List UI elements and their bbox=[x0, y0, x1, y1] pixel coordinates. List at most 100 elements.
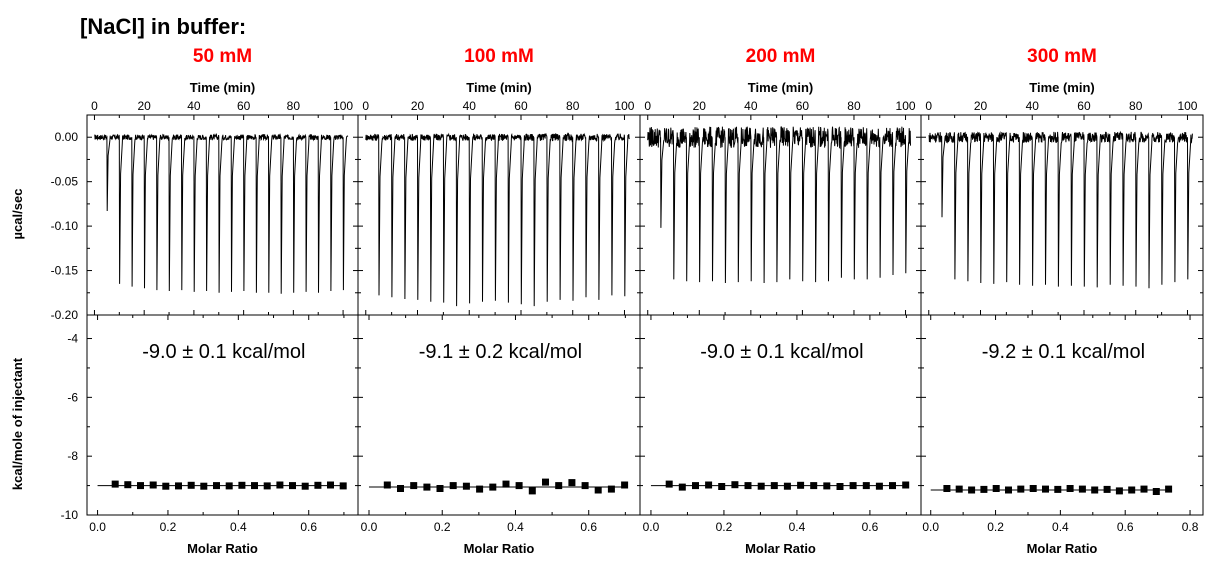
heat-rate-tick-label: -0.05 bbox=[51, 175, 79, 189]
molar-ratio-tick-label: 0.6 bbox=[300, 520, 317, 534]
enthalpy-tick-label: -4 bbox=[67, 332, 78, 346]
data-point bbox=[594, 486, 602, 494]
data-point bbox=[980, 485, 988, 493]
data-point bbox=[621, 481, 629, 489]
molar-ratio-tick-label: 0.2 bbox=[716, 520, 733, 534]
data-point bbox=[1078, 485, 1086, 493]
data-point bbox=[410, 482, 418, 490]
data-point bbox=[692, 482, 699, 490]
data-point bbox=[289, 482, 296, 490]
time-tick-label: 40 bbox=[1026, 99, 1040, 113]
molar-ratio-tick-label: 0.8 bbox=[1182, 520, 1199, 534]
molar-ratio-axis-label: Molar Ratio bbox=[1027, 541, 1098, 556]
data-point bbox=[327, 481, 334, 489]
time-tick-label: 40 bbox=[744, 99, 758, 113]
data-point bbox=[797, 481, 805, 489]
data-point bbox=[162, 482, 170, 490]
data-point bbox=[568, 479, 576, 487]
data-point bbox=[1103, 485, 1111, 493]
molar-ratio-axis-label: Molar Ratio bbox=[187, 541, 258, 556]
data-point bbox=[1152, 488, 1160, 495]
data-point bbox=[397, 485, 404, 492]
data-point bbox=[875, 482, 883, 490]
data-point bbox=[849, 482, 857, 490]
thermogram-frame bbox=[86, 114, 359, 316]
figure-title: [NaCl] in buffer: bbox=[80, 14, 246, 39]
data-point bbox=[1042, 485, 1049, 493]
molar-ratio-tick-label: 0.0 bbox=[89, 520, 106, 534]
molar-ratio-tick-label: 0.6 bbox=[862, 520, 879, 534]
data-point bbox=[1005, 486, 1012, 494]
data-point bbox=[149, 481, 157, 489]
data-point bbox=[1029, 485, 1037, 492]
molar-ratio-tick-label: 0.2 bbox=[987, 520, 1004, 534]
data-point bbox=[542, 478, 549, 486]
time-tick-label: 100 bbox=[333, 99, 353, 113]
bottom-y-axis-label: kcal/mole of injectant bbox=[10, 357, 25, 490]
data-point bbox=[555, 482, 563, 490]
thermogram-trace bbox=[94, 132, 349, 294]
thermogram-trace bbox=[365, 132, 630, 307]
data-point bbox=[783, 482, 791, 490]
data-point bbox=[665, 480, 673, 488]
data-point bbox=[581, 482, 589, 490]
data-point bbox=[678, 483, 686, 491]
molar-ratio-tick-label: 0.2 bbox=[434, 520, 451, 534]
time-tick-label: 40 bbox=[463, 99, 477, 113]
integrated-heats-frame bbox=[920, 314, 1204, 516]
heat-rate-tick-label: -0.15 bbox=[51, 264, 79, 278]
data-point bbox=[238, 481, 246, 489]
time-tick-label: 60 bbox=[796, 99, 810, 113]
panel-column-2: 100 mM Time (min) 0 20 40 60 80 100 0.0 0.2 0.4 0.6… bbox=[357, 46, 641, 556]
molar-ratio-tick-label: 0.6 bbox=[1117, 520, 1134, 534]
time-tick-label: 80 bbox=[1129, 99, 1143, 113]
data-point bbox=[436, 485, 444, 492]
data-point bbox=[423, 483, 431, 491]
molar-ratio-tick-label: 0.4 bbox=[1052, 520, 1069, 534]
data-point bbox=[810, 482, 818, 490]
data-point bbox=[902, 481, 910, 489]
data-point bbox=[1017, 485, 1025, 493]
data-point bbox=[836, 483, 844, 490]
molar-ratio-axis-label: Molar Ratio bbox=[745, 541, 816, 556]
time-tick-label: 100 bbox=[1177, 99, 1197, 113]
data-point bbox=[124, 481, 132, 489]
data-point bbox=[462, 482, 470, 490]
data-point bbox=[175, 482, 182, 490]
time-tick-label: 0 bbox=[925, 99, 932, 113]
data-point bbox=[862, 482, 870, 490]
time-tick-label: 0 bbox=[644, 99, 651, 113]
time-tick-label: 20 bbox=[974, 99, 988, 113]
data-point bbox=[137, 482, 144, 490]
data-point bbox=[213, 482, 220, 490]
data-point bbox=[225, 482, 233, 490]
data-point bbox=[1091, 486, 1099, 494]
data-point bbox=[263, 482, 271, 490]
time-axis-label: Time (min) bbox=[190, 80, 256, 95]
time-tick-label: 40 bbox=[187, 99, 201, 113]
data-point bbox=[276, 481, 284, 489]
heat-rate-tick-label: -0.10 bbox=[51, 219, 79, 233]
data-point bbox=[383, 481, 391, 489]
condition-label: 50 mM bbox=[193, 46, 252, 67]
data-point bbox=[339, 482, 347, 490]
time-tick-label: 60 bbox=[1077, 99, 1091, 113]
data-point bbox=[314, 481, 322, 489]
data-point bbox=[200, 482, 208, 490]
thermogram-frame bbox=[920, 114, 1204, 316]
data-point bbox=[187, 481, 195, 489]
top-y-axis-label: µcal/sec bbox=[10, 189, 25, 240]
data-point bbox=[301, 482, 309, 490]
data-point bbox=[757, 482, 765, 490]
panel-column-4: 300 mM Time (min) 0 20 40 60 80 100 0.0 0.2 0.4 0.6… bbox=[920, 46, 1204, 556]
enthalpy-annotation: -9.0 ± 0.1 kcal/mol bbox=[142, 341, 305, 363]
enthalpy-tick-label: -8 bbox=[67, 449, 78, 463]
time-axis-label: Time (min) bbox=[466, 80, 532, 95]
time-tick-label: 20 bbox=[693, 99, 707, 113]
heat-rate-tick-label: 0.00 bbox=[55, 130, 79, 144]
data-point bbox=[1054, 485, 1062, 493]
data-point bbox=[770, 482, 778, 490]
time-tick-label: 20 bbox=[411, 99, 425, 113]
